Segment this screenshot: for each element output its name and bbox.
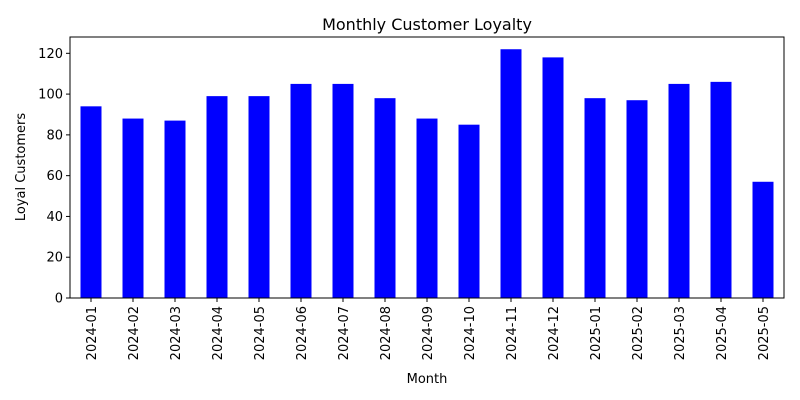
bar-2024-09 — [416, 118, 438, 298]
y-tick-label: 60 — [46, 169, 63, 184]
x-tick-label: 2024-06 — [295, 306, 310, 360]
bar-2024-10 — [458, 124, 480, 298]
y-axis-ticks: 0 20 40 60 80 100 120 — [38, 47, 70, 307]
bar-2024-06 — [290, 83, 312, 298]
y-tick-label: 0 — [55, 292, 63, 307]
y-tick-label: 100 — [38, 88, 63, 103]
bar-2024-11 — [500, 49, 522, 298]
plot-frame — [69, 36, 785, 299]
x-tick-label: 2024-02 — [127, 306, 142, 360]
bar-2024-04 — [206, 96, 228, 298]
x-tick-label: 2025-01 — [589, 306, 604, 360]
bar-2024-08 — [374, 98, 396, 298]
x-tick-label: 2024-01 — [85, 306, 100, 360]
bar-2025-02 — [626, 100, 648, 298]
x-tick-label: 2025-03 — [673, 306, 688, 360]
bar-2024-12 — [542, 57, 564, 298]
bar-2024-03 — [164, 120, 186, 298]
x-tick-label: 2025-02 — [631, 306, 646, 360]
y-tick-label: 40 — [46, 210, 63, 225]
bar-2025-01 — [584, 98, 606, 298]
x-axis-label: Month — [407, 372, 448, 387]
y-axis-label: Loyal Customers — [14, 113, 29, 222]
x-tick-label: 2024-07 — [337, 306, 352, 360]
x-tick-label: 2025-04 — [715, 306, 730, 360]
x-tick-label: 2024-12 — [547, 306, 562, 360]
x-tick-label: 2024-05 — [253, 306, 268, 360]
x-tick-label: 2024-08 — [379, 306, 394, 360]
bar-2024-05 — [248, 96, 270, 298]
x-tick-label: 2024-09 — [421, 306, 436, 360]
y-tick-label: 80 — [46, 128, 63, 143]
x-tick-label: 2024-04 — [211, 306, 226, 360]
bar-2025-03 — [668, 83, 690, 298]
bar-2024-01 — [80, 106, 102, 298]
x-tick-label: 2025-05 — [757, 306, 772, 360]
x-tick-label: 2024-03 — [169, 306, 184, 360]
y-tick-label: 120 — [38, 47, 63, 62]
bar-2025-04 — [710, 81, 732, 298]
y-tick-label: 20 — [46, 251, 63, 266]
x-axis-ticks: 2024-01 2024-02 2024-03 2024-04 2024-05 2024-… — [85, 298, 772, 360]
bar-2024-07 — [332, 83, 354, 298]
x-tick-label: 2024-11 — [505, 306, 520, 360]
x-tick-label: 2024-10 — [463, 306, 478, 360]
bars-group — [80, 49, 774, 298]
bar-2025-05 — [752, 181, 774, 298]
chart-title: Monthly Customer Loyalty — [322, 15, 532, 34]
bar-2024-02 — [122, 118, 144, 298]
